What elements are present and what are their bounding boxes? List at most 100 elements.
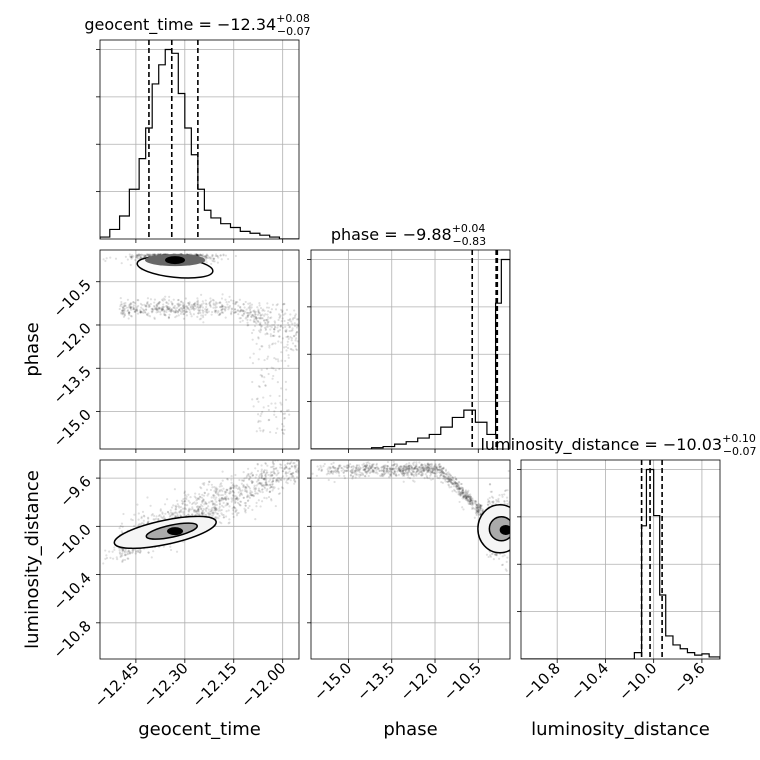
sample-point — [221, 470, 224, 473]
sample-point — [246, 483, 249, 486]
sample-point — [286, 471, 289, 474]
sample-point — [451, 477, 455, 480]
sample-point — [202, 255, 205, 258]
sample-point — [120, 553, 123, 556]
sample-point — [264, 482, 267, 485]
sample-point — [365, 463, 369, 466]
sample-point — [122, 512, 125, 516]
sample-point — [392, 471, 395, 475]
sample-point — [197, 254, 201, 257]
sample-point — [213, 260, 216, 263]
sample-point — [495, 500, 498, 503]
sample-point — [146, 302, 149, 305]
sample-point — [281, 456, 283, 458]
sample-point — [250, 493, 253, 497]
sample-point — [469, 493, 472, 496]
sample-point — [80, 562, 82, 564]
sample-point — [237, 497, 240, 500]
sample-point — [227, 305, 230, 309]
sample-point — [198, 493, 201, 496]
sample-point — [248, 504, 251, 508]
sample-point — [267, 408, 270, 412]
axes-frame — [99, 249, 300, 450]
sample-point — [414, 465, 418, 468]
sample-point — [210, 496, 213, 499]
sample-point — [125, 550, 129, 554]
sample-point — [458, 490, 461, 493]
sample-point — [382, 464, 385, 468]
sample-point — [258, 481, 262, 484]
sample-point — [433, 474, 437, 478]
sample-point — [208, 257, 212, 260]
sample-point — [393, 471, 396, 474]
sample-point — [139, 549, 142, 553]
sample-point — [132, 301, 135, 304]
sample-point — [235, 496, 239, 499]
sample-point — [153, 253, 156, 256]
sample-point — [329, 470, 332, 474]
sample-point — [215, 516, 218, 519]
sample-point — [131, 549, 134, 552]
sample-point — [271, 489, 274, 492]
sample-point — [212, 511, 215, 514]
sample-point — [123, 314, 126, 317]
sample-point — [167, 305, 170, 309]
sample-point — [383, 464, 386, 467]
sample-point — [222, 498, 225, 501]
sample-point — [153, 301, 156, 304]
sample-point — [255, 342, 258, 345]
sample-point — [193, 509, 196, 512]
sample-point — [212, 299, 215, 302]
sample-point — [224, 308, 227, 311]
sample-point — [373, 467, 377, 470]
sample-point — [414, 473, 417, 476]
sample-point — [461, 487, 464, 490]
sample-point — [295, 330, 299, 334]
sample-point — [174, 309, 177, 312]
sample-point — [213, 257, 216, 260]
sample-point — [344, 465, 347, 468]
sample-point — [476, 506, 479, 509]
sample-point — [189, 312, 192, 316]
sample-point — [242, 479, 246, 482]
sample-point — [401, 469, 404, 473]
sample-point — [466, 490, 469, 494]
sample-point — [374, 466, 377, 469]
sample-point — [381, 474, 384, 477]
sample-point — [260, 474, 263, 477]
sample-point — [220, 305, 223, 308]
sample-point — [264, 481, 267, 484]
sample-point — [239, 317, 242, 320]
sample-point — [323, 462, 326, 466]
sample-point — [217, 313, 220, 317]
sample-point — [262, 428, 265, 432]
sample-point — [393, 470, 397, 473]
sample-point — [180, 310, 183, 314]
sample-point — [357, 464, 361, 467]
sample-point — [410, 471, 413, 475]
sample-point — [135, 254, 138, 257]
sample-point — [297, 456, 299, 458]
sample-point — [367, 470, 370, 473]
sample-point — [172, 298, 175, 301]
sample-point — [220, 522, 223, 525]
sample-point — [268, 483, 272, 486]
sample-point — [448, 479, 451, 483]
sample-point — [177, 305, 180, 308]
sample-point — [264, 384, 267, 387]
sample-point — [153, 316, 156, 319]
sample-point — [287, 318, 290, 322]
sample-point — [202, 511, 206, 514]
sample-point — [172, 504, 175, 507]
sample-point — [239, 492, 243, 495]
sample-point — [146, 496, 149, 499]
sample-point — [273, 327, 276, 331]
sample-point — [257, 358, 260, 361]
sample-point — [158, 307, 161, 310]
sample-point — [367, 461, 370, 464]
sample-point — [451, 490, 454, 493]
sample-point — [153, 306, 156, 309]
sample-point — [198, 310, 201, 313]
sample-point — [165, 305, 169, 308]
sample-point — [288, 467, 292, 470]
